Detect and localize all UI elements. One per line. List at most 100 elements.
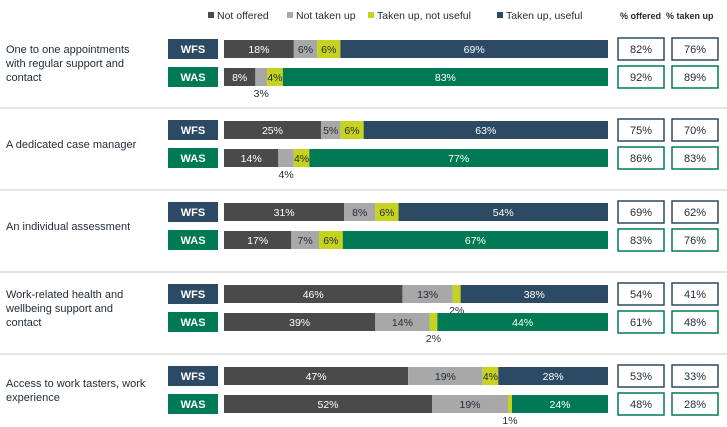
segment-label: 5% (323, 125, 338, 137)
bar-segment-taken-up-useful (309, 149, 608, 167)
taken-up-box (671, 310, 719, 334)
category-group: Access to work tasters, work experience WF… (6, 364, 719, 427)
offered-value: 54% (630, 289, 652, 301)
taken-up-value: 48% (684, 317, 706, 329)
segment-label: 38% (524, 289, 545, 301)
offered-box (617, 310, 665, 334)
bar-segment-taken-up-not-useful (429, 313, 438, 331)
offered-box (617, 228, 665, 252)
bar-segment-not-offered (224, 367, 409, 385)
category-group: A dedicated case manager WFS 25% 5% 6% 63% 75%… (6, 118, 719, 181)
segment-label: 31% (274, 207, 295, 219)
category-label: Work-related health and (6, 289, 123, 301)
taken-up-box (671, 146, 719, 170)
segment-label: 7% (298, 235, 313, 247)
category-label: contact (6, 72, 41, 84)
offered-box (617, 118, 665, 142)
programme-label-box (168, 366, 218, 386)
bar-segment-taken-up-not-useful (482, 367, 499, 385)
category-label: Access to work tasters, work (6, 378, 146, 390)
legend-label: Not taken up (296, 10, 356, 22)
taken-up-box (671, 282, 719, 306)
programme-label: WAS (180, 153, 205, 165)
segment-label: 46% (303, 289, 324, 301)
programme-label-box (168, 120, 218, 140)
category-label: with regular support and (5, 58, 124, 70)
bar-segment-taken-up-useful (437, 313, 608, 331)
offered-value: 61% (630, 317, 652, 329)
segment-label: 4% (294, 153, 309, 165)
bar-segment-not-taken-up (320, 121, 341, 139)
bar-segment-not-taken-up (344, 203, 376, 221)
segment-label: 77% (448, 153, 469, 165)
offered-value: 69% (630, 207, 652, 219)
small-segment-label: 2% (426, 333, 441, 345)
bar-segment-not-taken-up (291, 231, 320, 249)
offered-value: 92% (630, 72, 652, 84)
category-label: One to one appointments (6, 44, 130, 56)
programme-label: WAS (180, 235, 205, 247)
segment-label: 24% (549, 399, 570, 411)
bar-segment-taken-up-useful (363, 121, 608, 139)
segment-label: 4% (483, 371, 498, 383)
legend-label: Not offered (217, 10, 269, 22)
segment-label: 17% (247, 235, 268, 247)
programme-label-box (168, 67, 218, 87)
bar-segment-not-offered (224, 395, 432, 413)
bar-segment-taken-up-not-useful (452, 285, 461, 303)
programme-label-box (168, 230, 218, 250)
segment-label: 67% (465, 235, 486, 247)
bar-segment-taken-up-useful (282, 68, 608, 86)
bar-segment-not-taken-up (402, 285, 453, 303)
programme-label: WFS (181, 289, 205, 301)
segment-label: 28% (543, 371, 564, 383)
segment-label: 44% (512, 317, 533, 329)
bar-segment-taken-up-not-useful (267, 68, 283, 86)
taken-up-value: 70% (684, 125, 706, 137)
bar-segment-not-taken-up (293, 40, 318, 58)
offered-value: 53% (630, 371, 652, 383)
programme-label-box (168, 284, 218, 304)
segment-label: 19% (435, 371, 456, 383)
segment-label: 6% (379, 207, 394, 219)
segment-label: 25% (262, 125, 283, 137)
header-offered: % offered (620, 11, 661, 21)
segment-label: 54% (493, 207, 514, 219)
offered-box (617, 282, 665, 306)
bar-segment-not-taken-up (432, 395, 508, 413)
offered-box (617, 364, 665, 388)
segment-label: 63% (475, 125, 496, 137)
bar-segment-taken-up-useful (460, 285, 608, 303)
taken-up-value: 83% (684, 153, 706, 165)
taken-up-box (671, 37, 719, 61)
taken-up-value: 76% (684, 235, 706, 247)
stat-headers: % offered % taken up (620, 11, 714, 21)
taken-up-box (671, 228, 719, 252)
bar-segment-taken-up-useful (498, 367, 608, 385)
taken-up-value: 62% (684, 207, 706, 219)
offered-value: 75% (630, 125, 652, 137)
category-group: One to one appointments with regular supp… (5, 37, 719, 100)
bar-segment-not-offered (224, 203, 345, 221)
category-group: An individual assessment WFS 31% 8% 6% 54% 69%… (6, 200, 719, 252)
taken-up-value: 28% (684, 399, 706, 411)
programme-label: WAS (180, 317, 205, 329)
programme-label: WFS (181, 44, 205, 56)
programme-label-box (168, 312, 218, 332)
offered-box (617, 37, 665, 61)
category-label: wellbeing support and (5, 303, 113, 315)
legend-swatch (368, 12, 374, 18)
legend-label: Taken up, not useful (377, 10, 471, 22)
bar-segment-not-taken-up (408, 367, 483, 385)
segment-label: 6% (321, 44, 336, 56)
taken-up-value: 76% (684, 44, 706, 56)
bar-segment-not-offered (224, 231, 292, 249)
header-taken-up: % taken up (666, 11, 714, 21)
category-label: An individual assessment (6, 221, 130, 233)
programme-label: WFS (181, 371, 205, 383)
bar-segment-not-taken-up (375, 313, 430, 331)
offered-value: 48% (630, 399, 652, 411)
legend: Not offered Not taken up Taken up, not use… (208, 10, 582, 22)
offered-value: 86% (630, 153, 652, 165)
